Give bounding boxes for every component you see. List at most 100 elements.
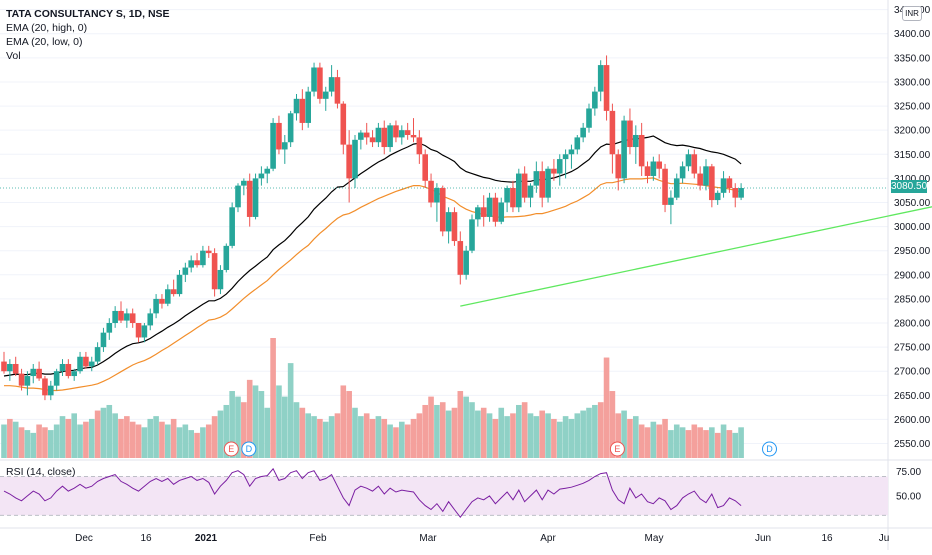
price-tick-label: 3400.00 <box>894 29 931 40</box>
volume-bar <box>18 427 25 458</box>
volume-bar <box>726 430 733 458</box>
legend-vol[interactable]: Vol <box>6 50 21 62</box>
candle-body <box>720 178 727 193</box>
volume-bar <box>287 363 294 458</box>
candle-body <box>732 188 739 198</box>
volume-bar <box>328 416 335 458</box>
volume-bar <box>527 413 534 458</box>
volume-bar <box>30 432 37 458</box>
candle-body <box>129 313 136 324</box>
volume-bar <box>252 385 259 458</box>
volume-bar <box>188 430 194 458</box>
volume-bar <box>246 379 253 458</box>
candle-body <box>83 356 89 367</box>
candle-body <box>673 178 680 198</box>
candle-body <box>445 212 452 232</box>
volume-bar <box>358 416 364 458</box>
candle-body <box>650 161 657 176</box>
volume-bar <box>369 418 376 458</box>
candle-body <box>703 166 709 186</box>
candle-body <box>492 197 499 222</box>
volume-bar <box>276 385 282 458</box>
legend-ema-low[interactable]: EMA (20, low, 0) <box>6 36 83 48</box>
volume-bar <box>697 427 703 458</box>
volume-bar <box>486 413 493 458</box>
candle-body <box>53 371 60 386</box>
volume-bar <box>615 413 622 458</box>
candle-body <box>200 250 206 266</box>
candle-body <box>738 188 744 198</box>
candle-body <box>217 269 224 290</box>
time-tick-label: Apr <box>540 533 556 544</box>
volume-bar <box>633 416 639 458</box>
volume-bar <box>65 418 72 458</box>
volume-bar <box>662 418 668 458</box>
candle-body <box>504 188 510 203</box>
volume-bar <box>416 413 423 458</box>
volume-bar <box>469 402 475 458</box>
candles <box>1 55 744 401</box>
volume-bar <box>703 430 709 458</box>
volume-bar <box>668 430 674 458</box>
volume-bar <box>363 413 370 458</box>
volume-bar <box>129 421 136 458</box>
candle-body <box>475 207 481 220</box>
price-tick-label: 3150.00 <box>894 150 931 161</box>
candle-body <box>697 173 703 186</box>
volume-bar <box>317 418 323 458</box>
volume-bar <box>685 430 692 458</box>
currency-badge[interactable]: INR <box>902 6 922 21</box>
volume-bar <box>621 410 627 458</box>
volume-bar <box>311 416 317 458</box>
rsi-legend[interactable]: RSI (14, close) <box>6 466 76 478</box>
candle-body <box>170 289 177 295</box>
volume-bar <box>393 427 399 458</box>
volume-bar <box>334 413 341 458</box>
candle-body <box>282 142 288 150</box>
candle-body <box>153 298 159 314</box>
candle-body <box>615 154 622 179</box>
ema-low-line <box>4 177 742 392</box>
volume-bars <box>1 338 744 458</box>
volume-bar <box>159 421 165 458</box>
time-tick-label: 16 <box>821 533 833 544</box>
candle-body <box>556 159 563 174</box>
candle-body <box>521 173 528 198</box>
candle-body <box>422 154 428 181</box>
candle-body <box>480 207 487 217</box>
volume-bar <box>229 391 235 458</box>
candle-body <box>276 122 282 150</box>
candle-body <box>516 173 522 208</box>
candle-body <box>387 125 393 148</box>
candle-body <box>363 132 370 138</box>
volume-bar <box>118 418 124 458</box>
volume-bar <box>141 427 148 458</box>
candle-body <box>334 77 341 104</box>
candle-body <box>94 347 101 362</box>
candle-body <box>633 134 639 148</box>
candle-body <box>451 212 458 242</box>
candle-body <box>118 310 124 321</box>
candle-body <box>399 130 405 138</box>
candle-body <box>235 185 241 208</box>
volume-bar <box>404 424 411 458</box>
candle-body <box>685 154 692 167</box>
volume-bar <box>580 410 586 458</box>
volume-bar <box>709 427 715 458</box>
candle-body <box>322 91 329 99</box>
volume-bar <box>410 418 417 458</box>
candle-body <box>194 260 200 266</box>
volume-bar <box>498 407 505 458</box>
price-tick-label: 3050.00 <box>894 198 931 209</box>
candle-body <box>463 250 469 275</box>
volume-bar <box>714 432 721 458</box>
rsi-line <box>3 467 742 519</box>
volume-bar <box>211 416 218 458</box>
volume-bar <box>36 424 42 458</box>
legend-ema-high[interactable]: EMA (20, high, 0) <box>6 22 88 34</box>
volume-bar <box>282 396 288 458</box>
candle-body <box>393 125 399 138</box>
event-label: D <box>246 444 253 454</box>
